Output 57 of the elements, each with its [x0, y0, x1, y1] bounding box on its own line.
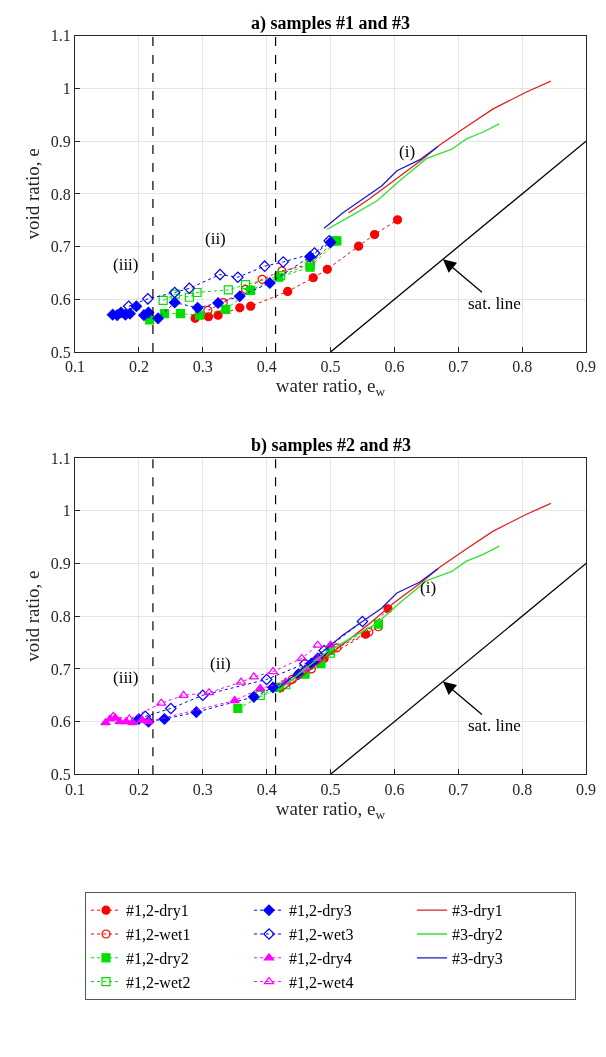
annotation: (i): [399, 142, 416, 161]
annotation: (ii): [210, 654, 231, 673]
y-tick-label: 0.9: [50, 132, 71, 150]
legend-label: #1,2-dry2: [126, 950, 189, 969]
x-axis-title: water ratio, e$_{w}$: [275, 375, 386, 400]
y-tick-label: 0.5: [50, 765, 71, 783]
x-tick-label: 0.1: [65, 358, 85, 376]
y-tick-label: 0.8: [50, 185, 71, 203]
x-tick-label: 0.3: [192, 780, 213, 798]
annotation: (iii): [113, 255, 139, 274]
x-tick-label: 0.5: [320, 780, 341, 798]
y-tick-label: 1: [62, 80, 71, 98]
y-tick-label: 0.6: [50, 290, 71, 308]
y-tick-label: 1.1: [50, 27, 71, 45]
y-tick-label: 0.6: [50, 713, 71, 731]
y-axis-title: void ratio, e: [21, 148, 43, 240]
x-tick-label: 0.1: [65, 780, 85, 798]
y-tick-label: 1: [62, 502, 71, 520]
annotation: (i): [420, 578, 437, 597]
y-tick-label: 0.5: [50, 343, 71, 361]
y-tick-label: 0.7: [50, 238, 71, 256]
legend-label: #1,2-wet2: [126, 973, 191, 991]
x-tick-label: 0.2: [128, 358, 149, 376]
legend-label: #3-dry3: [452, 950, 503, 969]
x-tick-label: 0.7: [448, 358, 469, 376]
x-tick-label: 0.9: [576, 780, 596, 798]
legend-label: #1,2-dry1: [126, 902, 189, 921]
x-tick-label: 0.9: [576, 358, 596, 376]
x-tick-label: 0.6: [384, 358, 405, 376]
legend-label: #3-dry2: [452, 926, 503, 945]
x-tick-label: 0.5: [320, 358, 341, 376]
y-tick-label: 0.9: [50, 555, 71, 573]
legend-label: #3-dry1: [452, 902, 503, 921]
legend-label: #1,2-wet4: [289, 973, 354, 991]
annotation: sat. line: [468, 716, 521, 735]
x-tick-label: 0.7: [448, 780, 469, 798]
x-tick-label: 0.8: [512, 358, 533, 376]
chart-title: b) samples #2 and #3: [251, 435, 412, 456]
x-tick-label: 0.6: [384, 780, 405, 798]
y-axis-title: void ratio, e: [21, 570, 43, 662]
legend-label: #1,2-dry4: [289, 950, 352, 969]
annotation: sat. line: [468, 294, 521, 313]
x-tick-label: 0.8: [512, 780, 533, 798]
annotation: (ii): [205, 229, 226, 248]
annotation: (iii): [113, 668, 139, 687]
x-tick-label: 0.2: [128, 780, 149, 798]
legend-label: #1,2-wet1: [126, 926, 191, 944]
chart-title: a) samples #1 and #3: [251, 13, 411, 34]
y-tick-label: 0.7: [50, 660, 71, 678]
legend-label: #1,2-wet3: [289, 926, 354, 944]
x-tick-label: 0.3: [192, 358, 213, 376]
x-tick-label: 0.4: [256, 358, 277, 376]
x-tick-label: 0.4: [256, 780, 277, 798]
y-tick-label: 0.8: [50, 607, 71, 625]
legend-label: #1,2-dry3: [289, 902, 352, 921]
y-tick-label: 1.1: [50, 449, 71, 467]
x-axis-title: water ratio, e$_{w}$: [275, 797, 386, 822]
